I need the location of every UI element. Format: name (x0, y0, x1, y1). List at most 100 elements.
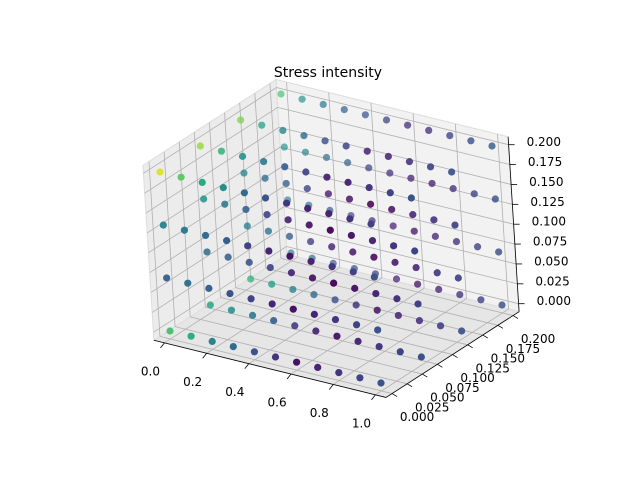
grid-line (151, 226, 286, 313)
data-point (388, 205, 396, 214)
data-point (258, 121, 266, 129)
data-point (368, 237, 377, 245)
z-tick-label: 0.100 (532, 215, 566, 229)
data-point (467, 137, 475, 145)
data-point (279, 126, 287, 135)
z-tick-label: 0.150 (529, 175, 563, 189)
data-point (287, 269, 296, 277)
data-point (458, 327, 466, 335)
x-tick-label: 0.6 (268, 396, 287, 410)
data-point (386, 169, 394, 177)
x-tick-label: 0.2 (183, 375, 202, 389)
data-point (284, 216, 292, 224)
data-point (333, 332, 341, 340)
data-point (285, 232, 294, 240)
data-point (200, 195, 208, 203)
data-point (412, 263, 420, 272)
y-axis (385, 311, 520, 398)
tick-mark (497, 324, 504, 329)
data-point (240, 169, 248, 177)
grid-line (235, 287, 468, 346)
data-point (436, 322, 445, 330)
y-tick-label: 0.150 (491, 352, 525, 366)
data-point (261, 174, 269, 182)
data-point (184, 279, 192, 287)
y-tick-label: 0.100 (460, 371, 494, 385)
data-point (227, 306, 236, 314)
data-point (351, 284, 359, 292)
tick-mark (244, 363, 250, 369)
data-point (229, 343, 237, 351)
grid-line (146, 146, 281, 234)
data-point (244, 242, 252, 250)
z-tick-label: 0.200 (527, 135, 561, 149)
grid-line (280, 257, 514, 316)
data-point (247, 275, 255, 283)
data-point (223, 237, 231, 245)
data-point (307, 237, 315, 246)
tick-mark (328, 384, 334, 390)
data-point (250, 348, 258, 356)
data-point (384, 152, 392, 161)
data-point (375, 342, 383, 351)
z-tick-label: 0.075 (533, 235, 567, 249)
data-point (495, 248, 503, 256)
data-point (452, 237, 461, 246)
data-point (305, 221, 313, 229)
data-point (331, 315, 340, 324)
data-point (248, 311, 257, 319)
x-tick-label: 0.0 (141, 364, 160, 378)
data-point (366, 200, 375, 208)
tick-mark (512, 315, 519, 319)
data-point (177, 173, 185, 181)
data-point (268, 280, 276, 288)
grid-line (278, 126, 512, 185)
data-point (352, 301, 360, 309)
data-point (431, 232, 439, 240)
data-point (319, 100, 327, 108)
y-tick-label: 0.175 (506, 342, 540, 356)
tick-mark (286, 373, 292, 380)
data-point (260, 157, 268, 166)
data-point (488, 142, 496, 150)
grid-line (150, 206, 285, 293)
grid-line (149, 186, 283, 274)
data-point (344, 159, 352, 167)
tick-mark (160, 342, 165, 349)
z-tick-label: 0.025 (535, 274, 569, 288)
y-tick-label: 0.125 (475, 361, 509, 375)
data-point (321, 137, 329, 145)
data-point (433, 269, 441, 277)
data-point (264, 227, 273, 235)
data-point (283, 199, 291, 207)
z-axis (507, 136, 520, 312)
y-tick-label: 0.025 (415, 400, 449, 414)
data-point (310, 310, 318, 318)
data-point (404, 121, 412, 129)
data-point (307, 257, 315, 266)
data-point (261, 194, 270, 202)
data-point (477, 296, 485, 304)
data-point (393, 295, 401, 303)
x-tick-label: 0.8 (310, 406, 329, 420)
z-tick-label: 0.125 (530, 195, 564, 209)
data-point (470, 190, 478, 198)
data-point (180, 226, 189, 234)
data-point (365, 164, 373, 172)
data-point (426, 163, 435, 171)
data-point (203, 248, 211, 256)
data-point (328, 263, 336, 271)
data-point (330, 279, 338, 287)
data-point (281, 163, 289, 171)
data-point (386, 189, 394, 197)
data-point (304, 204, 312, 212)
data-point (410, 227, 418, 235)
data-point (363, 147, 371, 155)
grid-line (174, 326, 408, 385)
data-point (407, 174, 415, 182)
data-point (266, 263, 274, 272)
data-point (201, 231, 210, 240)
data-point (354, 337, 362, 345)
data-point (448, 168, 456, 176)
grid-line (285, 226, 518, 285)
